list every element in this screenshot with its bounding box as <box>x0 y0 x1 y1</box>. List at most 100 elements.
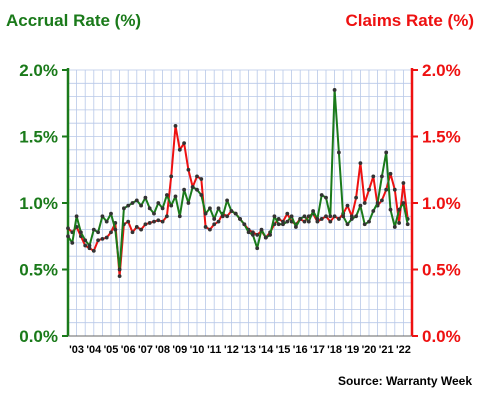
accrual-point <box>255 246 260 251</box>
accrual-point <box>276 222 281 227</box>
accrual-point <box>341 214 346 219</box>
accrual-point <box>306 219 311 224</box>
claims-point <box>216 219 221 224</box>
claims-point <box>91 248 96 253</box>
x-tick-label: '17 <box>310 344 325 356</box>
x-tick-label: '09 <box>172 344 187 356</box>
x-tick-label: '04 <box>86 344 102 356</box>
x-tick-label: '20 <box>362 344 377 356</box>
accrual-point <box>126 203 131 208</box>
claims-point <box>255 233 260 237</box>
claims-point <box>319 217 324 221</box>
accrual-point <box>367 219 371 224</box>
accrual-point <box>143 195 148 200</box>
accrual-point <box>328 214 333 219</box>
accrual-point <box>165 193 169 197</box>
claims-point <box>87 246 92 251</box>
claims-point <box>367 187 371 192</box>
accrual-point <box>212 217 217 221</box>
accrual-point <box>294 225 298 229</box>
x-tick-label: '06 <box>121 344 136 356</box>
accrual-point <box>246 230 251 235</box>
accrual-point <box>160 206 165 211</box>
x-tick-label: '22 <box>396 344 411 356</box>
claims-point <box>276 217 281 221</box>
accrual-point <box>371 209 376 213</box>
right-axis-title: Claims Rate (%) <box>346 11 474 30</box>
left-tick-label: 0.5% <box>19 261 58 280</box>
accrual-point <box>152 211 156 216</box>
accrual-point <box>220 214 225 219</box>
claims-point <box>199 177 204 181</box>
accrual-point <box>130 201 135 205</box>
accrual-point <box>173 194 178 199</box>
accrual-point <box>349 217 354 221</box>
accrual-point <box>285 219 290 224</box>
right-tick-label: 2.0% <box>422 61 461 80</box>
accrual-point <box>229 209 234 213</box>
accrual-point <box>66 234 70 239</box>
claims-series-line <box>67 124 409 278</box>
accrual-point <box>319 193 324 197</box>
claims-point <box>371 174 376 179</box>
accrual-point <box>195 187 199 192</box>
accrual-point <box>384 150 389 155</box>
tick-labels: 0.0% 0.0% 0.5% 0.5% 1.0% 1.0% 1.5% 1.5% 2.0% 2.0%… <box>19 61 461 356</box>
claims-point <box>324 214 328 219</box>
accrual-point <box>169 203 174 208</box>
x-tick-label: '16 <box>293 344 308 356</box>
x-tick-label: '21 <box>379 344 394 356</box>
claims-point <box>83 243 88 248</box>
claims-point <box>345 203 350 208</box>
claims-point <box>397 221 401 225</box>
claims-point <box>182 141 187 146</box>
accrual-point <box>392 225 397 229</box>
accrual-point <box>380 174 384 179</box>
accrual-point <box>233 211 238 216</box>
accrual-point <box>199 193 204 197</box>
claims-point <box>117 274 122 279</box>
accrual-point <box>139 203 144 208</box>
accrual-point <box>405 222 410 227</box>
x-tick-label: '08 <box>155 344 170 356</box>
claims-point <box>302 219 307 224</box>
accrual-point <box>74 214 79 219</box>
left-tick-label: 1.0% <box>19 194 58 213</box>
accrual-point <box>182 187 187 192</box>
claims-point <box>337 217 341 221</box>
accrual-point <box>113 227 118 232</box>
claims-point <box>388 171 393 176</box>
accrual-point <box>79 230 83 235</box>
accrual-point <box>104 219 109 224</box>
accrual-point <box>122 206 126 211</box>
accrual-point <box>272 214 277 219</box>
claims-point <box>380 198 384 203</box>
right-tick-label: 0.5% <box>422 261 461 280</box>
claims-point <box>203 225 208 229</box>
claims-point <box>152 219 156 224</box>
claims-point <box>177 147 182 152</box>
accrual-point <box>375 201 380 205</box>
accrual-point <box>147 206 152 211</box>
x-tick-label: '07 <box>138 344 153 356</box>
accrual-point <box>263 235 268 240</box>
accrual-point <box>134 198 139 203</box>
right-tick-label: 1.5% <box>422 128 461 147</box>
accrual-point <box>117 267 122 272</box>
accrual-point <box>358 203 363 208</box>
claims-point <box>143 222 148 227</box>
x-tick-label: '11 <box>207 344 221 356</box>
claims-point <box>66 226 70 231</box>
accrual-point <box>91 227 96 232</box>
claims-point <box>285 211 290 216</box>
accrual-point <box>100 214 105 219</box>
accrual-point <box>156 201 161 205</box>
claims-point <box>104 235 109 240</box>
right-tick-label: 0.0% <box>422 327 461 346</box>
accrual-point <box>190 185 195 189</box>
claims-point <box>384 187 389 192</box>
claims-point <box>147 221 152 225</box>
claims-point <box>156 218 161 223</box>
accrual-point <box>362 222 367 227</box>
